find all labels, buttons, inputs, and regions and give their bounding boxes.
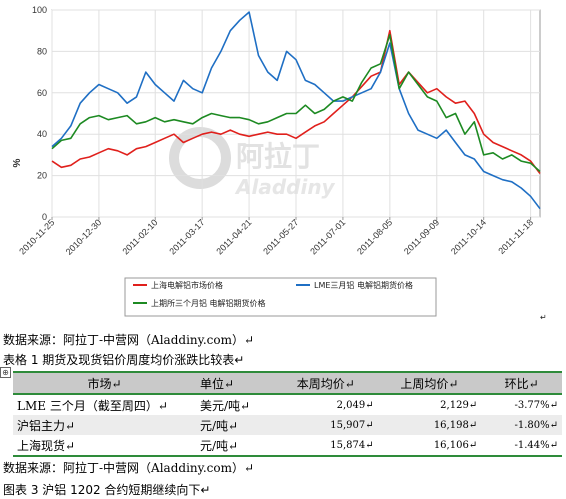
header-change: 环比↵ <box>481 371 562 395</box>
header-unit: 单位↵ <box>196 371 274 395</box>
watermark-cn: 阿拉丁 <box>236 140 320 173</box>
chart-svg: 阿拉丁 Aladdiny 0 20 40 60 80 100 2010-11-25 2010-… <box>12 5 547 322</box>
table-row: LME 三个月（截至周四）↵ 美元/吨↵ 2,049↵ 2,129↵ -3.77… <box>13 394 562 415</box>
legend-label-0: 上海电解铝市场价格 <box>151 280 223 290</box>
y-axis-label: % <box>12 158 23 167</box>
cell-market: 沪铝主力↵ <box>13 415 196 435</box>
table-anchor-icon[interactable]: ⊕ <box>0 367 11 378</box>
x-tick-label: 2011-04-21 <box>214 217 253 256</box>
legend-label-1: LME三月铝 电解铝期货价格 <box>314 280 413 290</box>
aladdiny-watermark: 阿拉丁 Aladdiny <box>169 127 336 199</box>
return-mark: ↵ <box>540 313 547 322</box>
figure-caption: 图表 3 沪铝 1202 合约短期继续向下↵ <box>3 483 211 497</box>
x-tick-label: 2010-12-30 <box>64 217 104 257</box>
cell-last-week: 16,106↵ <box>377 435 482 457</box>
cell-this-week: 15,874↵ <box>274 435 378 457</box>
series-line-1 <box>51 11 541 210</box>
data-source-note-2: 数据来源：阿拉丁-中营网（Aladdiny.com）↵ <box>3 461 255 475</box>
cell-unit: 元/吨↵ <box>196 435 274 457</box>
cell-change: -1.80%↵ <box>481 415 562 435</box>
x-tick-label: 2011-10-14 <box>449 217 488 256</box>
price-index-chart: 阿拉丁 Aladdiny 0 20 40 60 80 100 2010-11-25 2010-… <box>12 5 547 322</box>
cell-market: 上海现货↵ <box>13 435 196 457</box>
header-last-week: 上周均价↵ <box>377 371 482 395</box>
y-tick-label: 100 <box>32 5 47 15</box>
series-line-2 <box>51 33 541 173</box>
y-tick-label: 60 <box>37 88 47 98</box>
table-header-row: 市场↵ 单位↵ 本周均价↵ 上周均价↵ 环比↵ <box>13 371 562 395</box>
table-row: 上海现货↵ 元/吨↵ 15,874↵ 16,106↵ -1.44%↵ <box>13 435 562 457</box>
x-tick-label: 2011-07-01 <box>308 217 347 256</box>
y-tick-label: 0 <box>42 212 47 222</box>
cell-this-week: 15,907↵ <box>274 415 378 435</box>
cell-change: -3.77%↵ <box>514 399 558 411</box>
x-tick-label: 2011-05-27 <box>261 217 300 256</box>
cell-this-week: 2,049↵ <box>336 399 374 411</box>
header-this-week: 本周均价↵ <box>274 371 378 395</box>
x-tick-label: 2011-11-18 <box>496 217 535 256</box>
x-tick-label: 2011-08-05 <box>355 217 394 256</box>
table-row: 沪铝主力↵ 元/吨↵ 15,907↵ 16,198↵ -1.80%↵ <box>13 415 562 435</box>
legend-label-2: 上期所三个月铝 电解铝期货价格 <box>151 298 266 308</box>
x-tick-label: 2011-09-09 <box>402 217 441 256</box>
x-tick-label: 2011-03-17 <box>167 217 206 256</box>
cell-change: -1.44%↵ <box>481 435 562 457</box>
header-market: 市场↵ <box>13 371 196 395</box>
series-line-0 <box>51 29 541 174</box>
x-tick-label: 2010-11-25 <box>17 217 56 256</box>
legend-box <box>124 277 437 317</box>
table-caption: 表格 1 期货及现货铝价周度均价涨跌比较表↵ <box>3 353 245 367</box>
data-source-note-1: 数据来源：阿拉丁-中营网（Aladdiny.com）↵ <box>3 333 255 347</box>
y-tick-label: 20 <box>37 171 47 181</box>
cell-market: LME 三个月（截至周四）↵ <box>17 398 168 413</box>
cell-unit: 元/吨↵ <box>196 415 274 435</box>
watermark-en: Aladdiny <box>234 175 336 199</box>
cell-last-week: 16,198↵ <box>377 415 482 435</box>
cell-last-week: 2,129↵ <box>440 399 478 411</box>
price-comparison-table: 市场↵ 单位↵ 本周均价↵ 上周均价↵ 环比↵ LME 三个月（截至周四）↵ 美… <box>13 371 562 457</box>
y-tick-label: 80 <box>37 46 47 56</box>
cell-unit: 美元/吨↵ <box>200 398 251 413</box>
y-tick-label: 40 <box>37 129 47 139</box>
x-tick-label: 2011-02-10 <box>120 217 159 256</box>
